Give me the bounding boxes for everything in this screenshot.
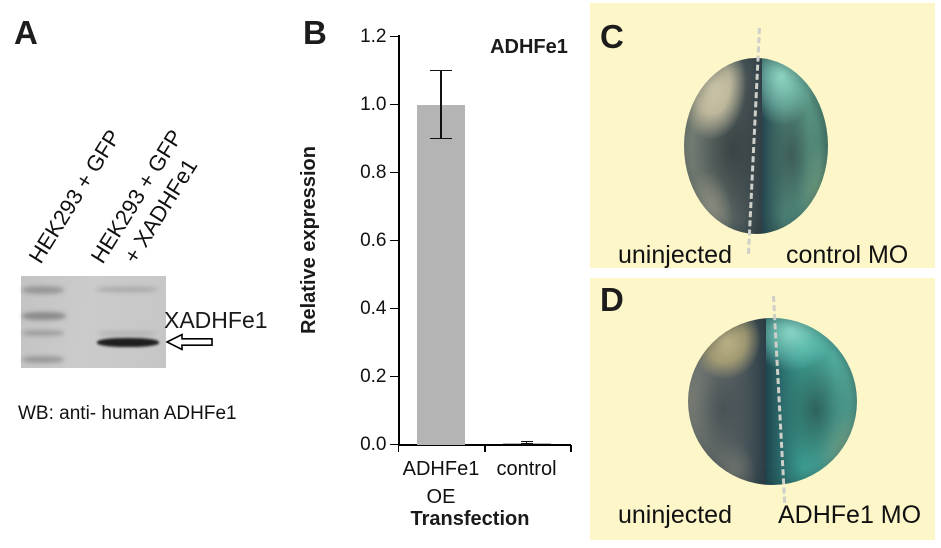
y-axis-line <box>398 35 400 445</box>
panel-a-label: A <box>14 14 38 51</box>
control-mo-label: control MO <box>786 241 909 269</box>
y-tick-label: 0.8 <box>360 161 387 183</box>
y-tick <box>389 35 399 38</box>
x-category-label: control <box>496 458 557 480</box>
uninjected-label: uninjected <box>618 501 732 529</box>
error-bar-cap-top <box>520 440 533 443</box>
error-bar-cap-bottom <box>520 443 533 445</box>
y-tick-label: 1.2 <box>360 25 387 47</box>
band-label: XADHFe1 <box>164 307 268 333</box>
error-bar-cap-bottom <box>430 137 452 140</box>
blot-band <box>22 312 66 320</box>
y-tick <box>389 239 399 242</box>
panel-b: B ADHFe1 Relative expression 0.0 0.2 0.4 0.… <box>290 0 590 548</box>
y-tick <box>389 171 399 174</box>
uninjected-label: uninjected <box>618 241 732 269</box>
blot-band-xadhfe1 <box>97 338 159 347</box>
x-axis-title: Transfection <box>410 508 530 530</box>
y-tick <box>389 375 399 378</box>
y-tick-label: 0.6 <box>360 229 387 251</box>
blot-band <box>96 287 158 292</box>
chart-title: ADHFe1 <box>490 36 568 58</box>
panel-a: A HEK293 + GFP HEK293 + GFP + XADHFe1 XA… <box>0 0 292 548</box>
x-tick <box>570 444 572 452</box>
band-arrow-icon <box>166 333 213 351</box>
x-tick <box>483 444 486 452</box>
y-tick <box>389 307 399 310</box>
panel-d-label: D <box>600 281 624 318</box>
x-category-label: OE <box>426 486 456 508</box>
blot-band <box>98 331 156 336</box>
western-blot-image <box>21 276 166 368</box>
blot-band <box>22 356 64 363</box>
adhfe1-mo-label: ADHFe1 MO <box>778 501 922 529</box>
x-tick <box>397 444 400 452</box>
panel-c-label: C <box>600 18 624 55</box>
x-category-label: ADHFe1 <box>402 458 480 480</box>
y-tick-label: 1.0 <box>360 93 387 115</box>
error-bar-cap-top <box>430 69 452 72</box>
error-bar-line <box>440 70 442 139</box>
chart-bar <box>417 104 465 445</box>
panel-c: C uninjected control MO <box>590 3 935 268</box>
panel-d: D uninjected ADHFe1 MO <box>590 278 935 540</box>
error-bar-line <box>525 441 528 445</box>
wb-caption: WB: anti- human ADHFe1 <box>18 403 237 424</box>
y-tick <box>389 103 399 106</box>
blot-band <box>22 330 64 336</box>
embryo-rim <box>688 318 857 485</box>
blot-band <box>22 286 64 294</box>
panel-b-label: B <box>303 14 327 51</box>
y-tick <box>389 443 399 446</box>
y-tick-label: 0.0 <box>360 433 387 455</box>
y-tick-label: 0.2 <box>360 365 387 387</box>
embryo-image-adhfe1-mo <box>688 318 857 485</box>
chart-plot-area: 0.0 0.2 0.4 0.6 0.8 1.0 1.2 ADHFe1 OE control <box>290 0 590 548</box>
y-tick-label: 0.4 <box>360 297 387 319</box>
